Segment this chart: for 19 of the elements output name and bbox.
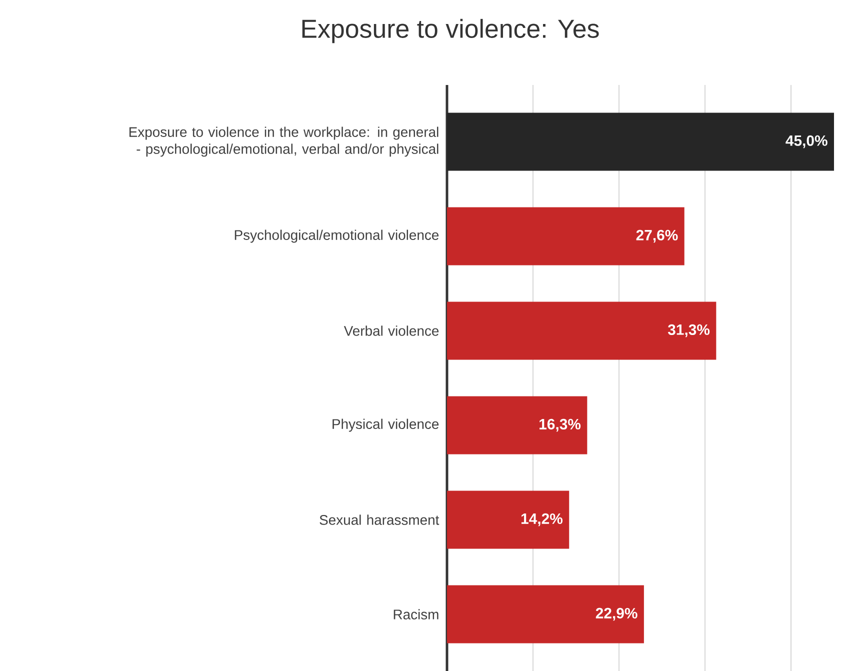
- bar: [447, 302, 716, 360]
- bar: [447, 112, 834, 171]
- data-label: 31,3%: [668, 324, 710, 338]
- y-tick-label: Verbal violence: [344, 326, 439, 336]
- y-tick-label: Physical violence: [332, 418, 439, 432]
- data-label: 27,6%: [636, 230, 678, 243]
- data-label: 16,3%: [540, 418, 581, 432]
- bar: [447, 490, 570, 549]
- y-tick-label: Racism: [394, 609, 438, 620]
- data-label: 14,2%: [521, 513, 563, 526]
- data-label: 22,9%: [596, 608, 638, 621]
- bar: [447, 396, 588, 454]
- y-tick-label: Psychological/emotional violence: [234, 230, 439, 243]
- chart-title: Exposure to violence: Yes: [302, 18, 599, 44]
- bar: [447, 207, 684, 266]
- bar: [447, 585, 644, 644]
- data-label: 45,0%: [786, 135, 828, 148]
- y-tick-label: Sexual harassment: [320, 514, 440, 525]
- y-tick-label: Exposure to violence in the workplace: in general - psychological/emotional, verbal and/or physical: [129, 126, 438, 157]
